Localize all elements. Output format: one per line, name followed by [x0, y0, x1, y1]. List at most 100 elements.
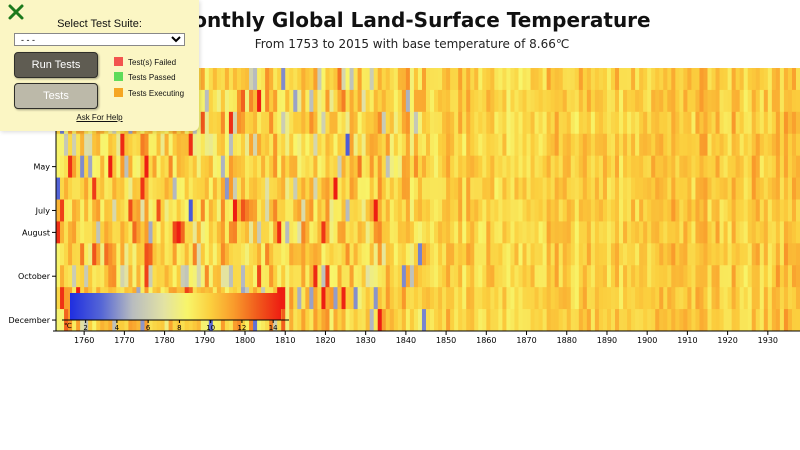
heatmap-cell [216, 133, 222, 157]
tests-button[interactable]: Tests [14, 83, 98, 109]
heatmap-cell [731, 265, 737, 288]
heatmap-cell [112, 177, 117, 200]
heatmap-cell [486, 309, 491, 332]
heatmap-cell [329, 133, 334, 157]
heatmap-cell [707, 199, 712, 222]
heatmap-cell [606, 243, 612, 266]
heatmap-cell [747, 287, 753, 310]
close-icon[interactable] [7, 3, 25, 21]
heatmap-cell [719, 243, 724, 266]
heatmap-cell [695, 89, 700, 113]
heatmap-cell [450, 309, 455, 332]
heatmap-cell [610, 243, 616, 266]
heatmap-cell [739, 221, 745, 244]
heatmap-cell [76, 243, 81, 266]
heatmap-cell [699, 89, 704, 113]
heatmap-cell [377, 265, 383, 288]
heatmap-cell [88, 221, 93, 244]
heatmap-cell [574, 309, 580, 332]
heatmap-cell [502, 243, 507, 266]
heatmap-cell [345, 155, 350, 178]
heatmap-cell [454, 89, 459, 113]
heatmap-cell [783, 111, 789, 135]
heatmap-cell [442, 89, 447, 113]
heatmap-cell [779, 111, 785, 135]
heatmap-cell [240, 243, 246, 266]
heatmap-cell [795, 243, 800, 266]
heatmap-cell [321, 133, 326, 157]
heatmap-cell [615, 199, 620, 222]
heatmap-cell [554, 243, 560, 266]
heatmap-cell [554, 89, 560, 113]
heatmap-cell [454, 177, 459, 200]
heatmap-cell [667, 309, 672, 332]
heatmap-cell [550, 287, 556, 310]
heatmap-cell [767, 111, 773, 135]
heatmap-cell [510, 287, 515, 310]
heatmap-cell [474, 265, 479, 288]
heatmap-cell [502, 177, 507, 200]
heatmap-cell [759, 287, 765, 310]
heatmap-cell [112, 243, 117, 266]
heatmap-cell [128, 221, 133, 244]
heatmap-cell [297, 155, 302, 178]
heatmap-cell [180, 243, 186, 266]
heatmap-cell [651, 243, 656, 266]
select-test-suite-label: Select Test Suite: [57, 18, 142, 30]
heatmap-cell [703, 133, 708, 157]
heatmap-cell [602, 133, 608, 157]
heatmap-cell [759, 265, 765, 288]
heatmap-cell [321, 111, 326, 135]
heatmap-cell [542, 265, 548, 288]
heatmap-cell [285, 89, 290, 113]
test-suite-select[interactable]: - - - [14, 33, 185, 46]
heatmap-cell [522, 111, 527, 135]
heatmap-cell [679, 155, 684, 178]
heatmap-cell [317, 243, 322, 266]
heatmap-cell [763, 89, 769, 113]
heatmap-cell [779, 68, 785, 91]
heatmap-cell [647, 89, 652, 113]
heatmap-cell [245, 177, 250, 200]
heatmap-cell [751, 133, 757, 157]
heatmap-cell [353, 68, 359, 91]
heatmap-cell [639, 243, 644, 266]
heatmap-cell [321, 177, 326, 200]
heatmap-cell [281, 265, 286, 288]
ask-for-help-link[interactable]: Ask For Help [76, 113, 123, 122]
color-scale-unit: ℃ [64, 322, 72, 330]
heatmap-cell [747, 155, 753, 178]
heatmap-cell [771, 287, 777, 310]
heatmap-cell [787, 309, 793, 332]
heatmap-cell [570, 287, 576, 310]
heatmap-cell [236, 89, 242, 113]
heatmap-cell [212, 177, 218, 200]
heatmap-cell [566, 133, 572, 157]
heatmap-cell [723, 68, 729, 91]
heatmap-cell [627, 89, 632, 113]
heatmap-cell [719, 265, 724, 288]
heatmap-cell [417, 199, 423, 222]
heatmap-cell [775, 177, 781, 200]
heatmap-cell [647, 221, 652, 244]
heatmap-cell [297, 89, 302, 113]
heatmap-cell [337, 199, 342, 222]
heatmap-cell [667, 243, 672, 266]
heatmap-cell [136, 221, 141, 244]
run-tests-button[interactable]: Run Tests [14, 52, 98, 78]
heatmap-cell [361, 133, 367, 157]
heatmap-cell [345, 243, 350, 266]
heatmap-cell [530, 309, 535, 332]
heatmap-cell [747, 221, 753, 244]
heatmap-cell [639, 199, 644, 222]
heatmap-cell [301, 68, 306, 91]
heatmap-cell [783, 243, 789, 266]
heatmap-cell [425, 177, 431, 200]
heatmap-cell [791, 243, 797, 266]
heatmap-cell [377, 155, 383, 178]
heatmap-cell [164, 177, 169, 200]
heatmap-cell [542, 177, 548, 200]
heatmap-cell [301, 265, 306, 288]
heatmap-cell [470, 287, 475, 310]
heatmap-cell [289, 133, 294, 157]
